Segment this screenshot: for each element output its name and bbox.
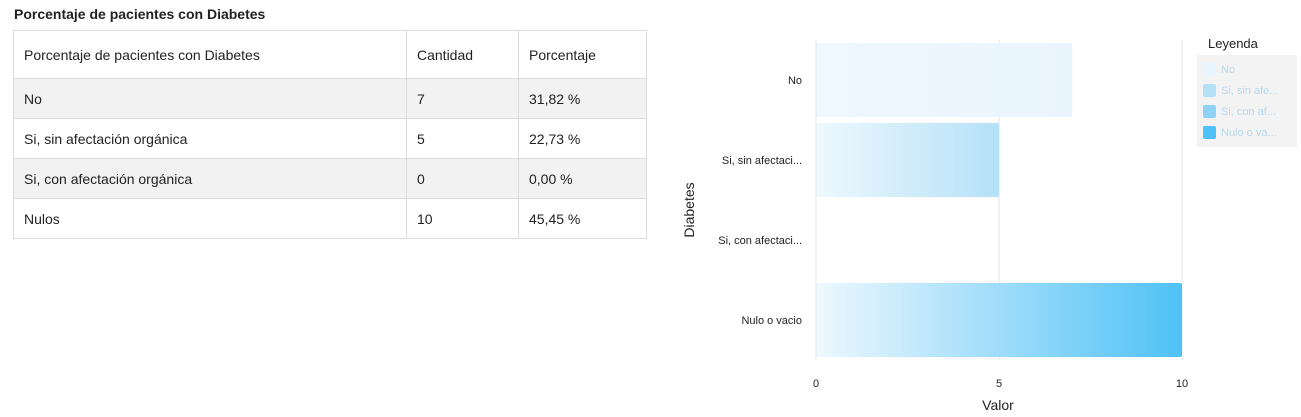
column-header-quantity[interactable]: Cantidad [406,30,519,79]
category-label: Si, con afectaci... [718,235,802,247]
legend-label: Si, con af... [1221,105,1277,118]
cell-category: No [13,78,407,119]
x-tick-label: 10 [1176,378,1188,390]
category-label: No [788,75,802,87]
bar [816,123,999,197]
cell-percentage: 0,00 % [518,158,647,199]
cell-category: Nulos [13,198,407,239]
legend-swatch [1203,84,1216,97]
cell-category: Si, con afectación orgánica [13,158,407,199]
legend-title: Leyenda [1208,36,1258,51]
table-header-row: Porcentaje de pacientes con Diabetes Can… [13,30,647,79]
cell-quantity: 10 [406,198,519,239]
category-label: Si, sin afectaci... [722,155,802,167]
x-axis-title: Valor [982,397,1014,413]
bar [816,43,1073,117]
column-header-category[interactable]: Porcentaje de pacientes con Diabetes [13,30,407,79]
data-table: Porcentaje de pacientes con Diabetes Can… [13,30,647,239]
table-row: No 7 31,82 % [13,78,647,119]
legend-swatch [1203,105,1216,118]
section-title: Porcentaje de pacientes con Diabetes [14,6,266,22]
legend-label: No [1221,63,1236,76]
legend-item[interactable]: No [1203,59,1291,80]
chart-legend: Leyenda No Si, sin afe... Si, con af... Nul… [1197,36,1297,147]
table-row: Si, sin afectación orgánica 5 22,73 % [13,118,647,159]
cell-category: Si, sin afectación orgánica [13,118,407,159]
legend-swatch [1203,63,1216,76]
legend-box: No Si, sin afe... Si, con af... Nulo o va..… [1197,55,1297,147]
column-header-percentage[interactable]: Porcentaje [518,30,647,79]
cell-quantity: 0 [406,158,519,199]
bar-chart: No Si, sin afectaci... Si, con afectaci...… [681,40,1188,413]
y-axis-title: Diabetes [681,182,697,237]
legend-label: Si, sin afe... [1221,84,1279,97]
table-row: Si, con afectación orgánica 0 0,00 % [13,158,647,199]
cell-percentage: 31,82 % [518,78,647,119]
x-tick-label: 5 [996,378,1002,390]
legend-label: Nulo o va... [1221,126,1277,139]
cell-percentage: 22,73 % [518,118,647,159]
bar [816,283,1182,357]
legend-item[interactable]: Si, sin afe... [1203,80,1291,101]
legend-swatch [1203,126,1216,139]
x-tick-label: 0 [813,378,819,390]
cell-quantity: 7 [406,78,519,119]
cell-quantity: 5 [406,118,519,159]
cell-percentage: 45,45 % [518,198,647,239]
table-row: Nulos 10 45,45 % [13,198,647,239]
legend-item[interactable]: Nulo o va... [1203,122,1291,143]
legend-item[interactable]: Si, con af... [1203,101,1291,122]
category-label: Nulo o vacio [741,315,802,327]
